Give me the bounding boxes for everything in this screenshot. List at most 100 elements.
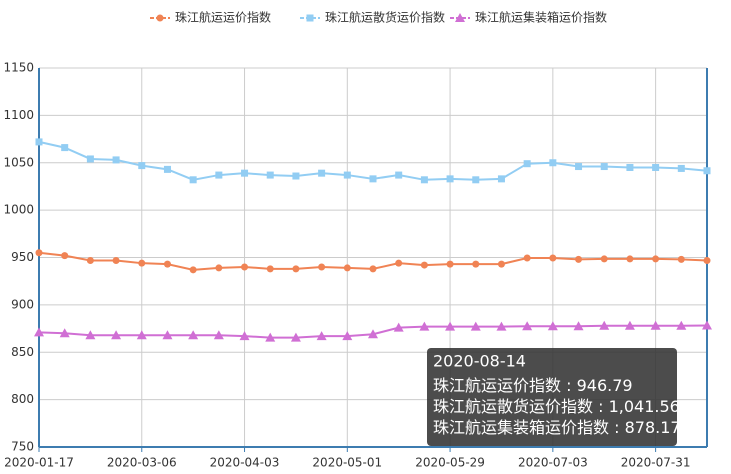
point: [162, 330, 173, 340]
point: [624, 320, 635, 330]
x-tick-label: 2020-05-01: [312, 456, 382, 470]
point: [522, 321, 533, 331]
point: [420, 176, 428, 184]
point: [136, 330, 147, 340]
point: [86, 155, 94, 163]
point: [215, 264, 223, 272]
point: [189, 176, 197, 184]
point: [188, 330, 199, 340]
point: [599, 320, 610, 330]
point: [677, 164, 685, 172]
point: [266, 265, 274, 273]
point: [369, 175, 377, 183]
point: [86, 257, 94, 265]
point: [419, 321, 430, 331]
point: [163, 260, 171, 268]
point: [703, 257, 711, 265]
legend-marker: [156, 14, 164, 22]
tooltip-name: 珠江航运散货运价指数: [433, 397, 593, 416]
point: [445, 321, 456, 331]
point: [420, 261, 428, 269]
tooltip-title: 2020-08-14: [433, 352, 526, 371]
point: [61, 252, 69, 260]
legend-marker: [455, 13, 465, 22]
point: [111, 330, 122, 340]
series-line: [38, 140, 708, 181]
point: [393, 322, 404, 332]
y-tick-label: 1000: [3, 203, 34, 217]
tooltip-sep: :: [609, 418, 625, 437]
point: [35, 249, 43, 257]
point: [472, 260, 480, 268]
point: [549, 159, 557, 167]
tooltip-sep: :: [561, 376, 577, 395]
point: [676, 320, 687, 330]
point: [189, 266, 197, 274]
point: [318, 169, 326, 177]
x-tick-label: 2020-07-31: [621, 456, 691, 470]
point: [112, 257, 120, 265]
point: [112, 156, 120, 164]
point: [677, 255, 685, 263]
point: [652, 163, 660, 171]
x-tick-label: 2020-01-17: [4, 456, 74, 470]
point: [395, 259, 403, 267]
tooltip-value: 1,041.56: [609, 397, 680, 416]
tooltip: 2020-08-14 珠江航运运价指数 : 946.79 珠江航运散货运价指数 : …: [427, 348, 681, 446]
point: [702, 320, 712, 330]
point: [59, 328, 70, 338]
point: [703, 167, 711, 175]
point: [318, 263, 326, 271]
tooltip-row: 珠江航运散货运价指数 : 1,041.56: [433, 397, 680, 416]
point: [163, 165, 171, 173]
point: [446, 175, 454, 183]
legend-marker: [306, 14, 314, 22]
tooltip-box: [427, 348, 677, 446]
y-tick-label: 850: [11, 345, 34, 359]
point: [316, 331, 327, 341]
legend-label: 珠江航运散货运价指数: [325, 10, 445, 25]
point: [343, 264, 351, 272]
point: [213, 330, 224, 340]
point: [650, 320, 661, 330]
point: [138, 259, 146, 267]
point: [523, 160, 531, 168]
y-tick-label: 950: [11, 250, 34, 264]
point: [395, 171, 403, 179]
point: [292, 172, 300, 180]
point: [652, 255, 660, 263]
point: [549, 254, 557, 262]
tooltip-row: 珠江航运集装箱运价指数 : 878.17: [433, 418, 681, 437]
point: [523, 254, 531, 262]
point: [241, 263, 249, 271]
y-tick-label: 1050: [3, 155, 34, 169]
tooltip-name: 珠江航运运价指数: [433, 376, 561, 395]
point: [626, 163, 634, 171]
point: [215, 171, 223, 179]
point: [626, 255, 634, 263]
y-tick-label: 750: [11, 440, 34, 454]
tooltip-value: 946.79: [577, 376, 633, 395]
point: [600, 255, 608, 263]
point: [239, 331, 250, 341]
point: [497, 260, 505, 268]
point: [575, 163, 583, 171]
point: [241, 169, 249, 177]
point: [496, 321, 507, 331]
tooltip-sep: :: [593, 397, 609, 416]
point: [497, 175, 505, 183]
point: [547, 321, 558, 331]
y-tick-label: 1150: [3, 61, 34, 75]
y-tick-label: 1100: [3, 108, 34, 122]
x-tick-label: 2020-03-06: [107, 456, 177, 470]
legend-label: 珠江航运运价指数: [175, 10, 271, 25]
x-tick-label: 2020-07-03: [518, 456, 588, 470]
point: [368, 329, 378, 339]
point: [292, 265, 300, 273]
point: [470, 321, 481, 331]
tooltip-value: 878.17: [625, 418, 681, 437]
point: [342, 331, 353, 341]
y-tick-label: 900: [11, 297, 34, 311]
point: [266, 171, 274, 179]
point: [34, 327, 44, 337]
